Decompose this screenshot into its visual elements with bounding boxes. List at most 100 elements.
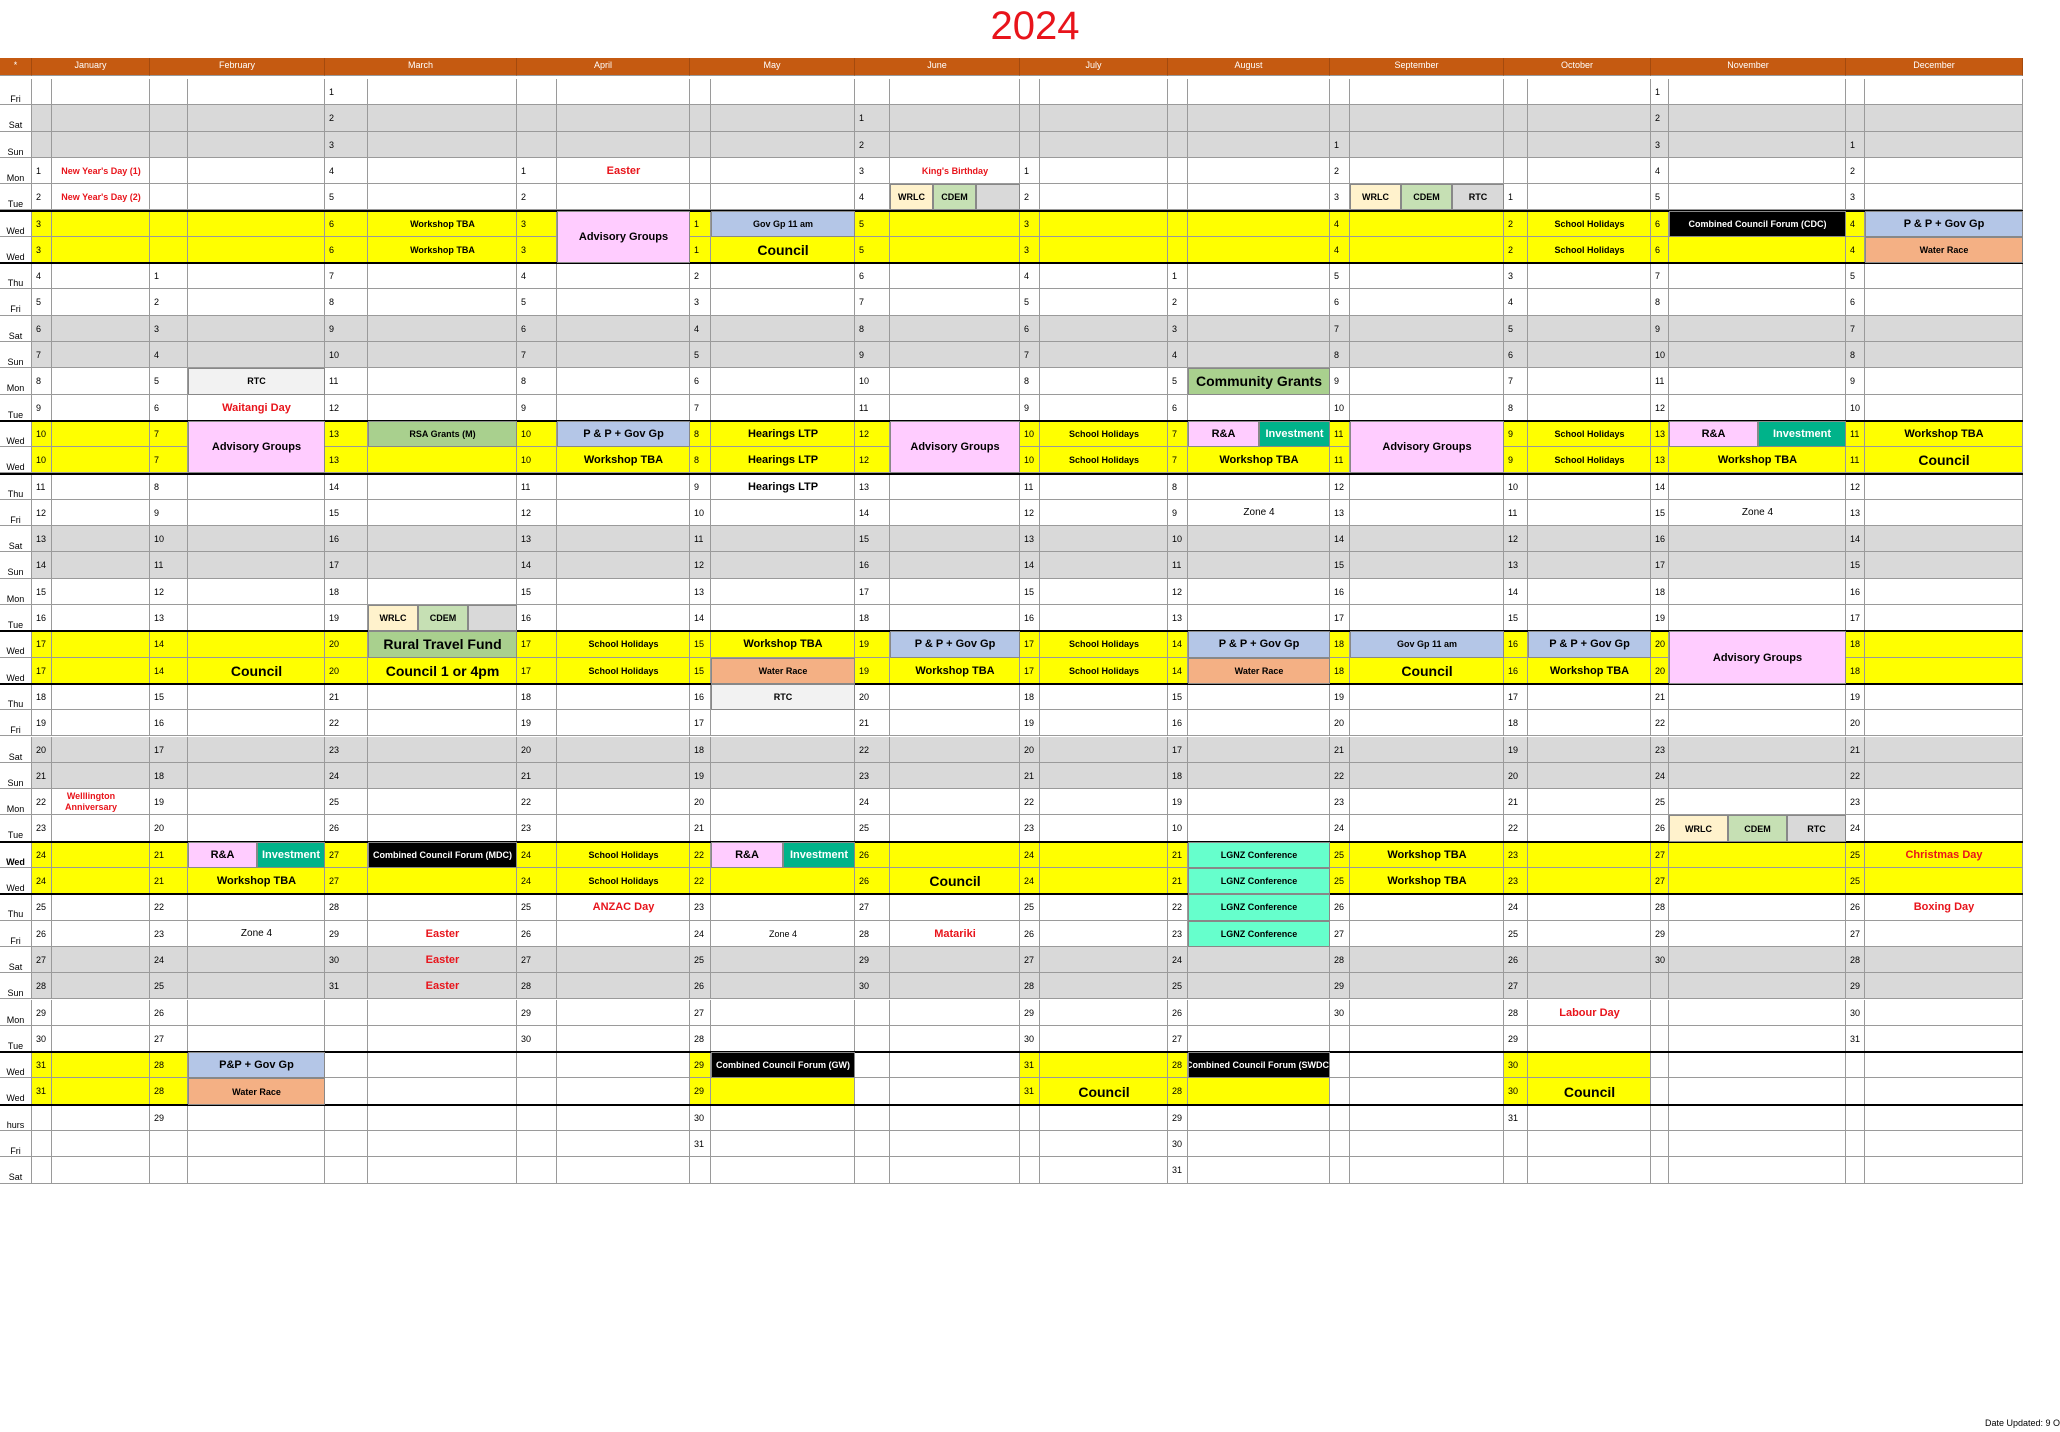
event-cell[interactable] xyxy=(1040,420,1168,448)
event-cell[interactable] xyxy=(52,605,150,632)
event-cell[interactable] xyxy=(1350,526,1504,553)
event-cell[interactable] xyxy=(52,552,150,579)
event-cell[interactable] xyxy=(188,342,325,369)
event-cell[interactable] xyxy=(1669,184,1846,211)
event-cell[interactable] xyxy=(890,815,1020,842)
event-cell[interactable] xyxy=(368,263,517,290)
event-cell[interactable] xyxy=(1040,315,1168,342)
event-cell[interactable] xyxy=(1528,815,1651,842)
event-cell[interactable] xyxy=(1040,1025,1168,1053)
calendar-event[interactable]: School Holidays xyxy=(1554,244,1625,255)
event-cell[interactable] xyxy=(1188,1104,1330,1131)
event-cell[interactable] xyxy=(557,315,690,342)
event-cell[interactable] xyxy=(1865,394,2023,421)
event-cell[interactable] xyxy=(557,394,690,421)
event-cell[interactable] xyxy=(1865,841,2023,868)
event-cell[interactable] xyxy=(368,1052,517,1079)
calendar-event[interactable]: School Holidays xyxy=(588,665,659,676)
event-cell[interactable] xyxy=(1528,762,1651,790)
event-cell[interactable] xyxy=(1865,368,2023,395)
event-cell[interactable] xyxy=(557,1025,690,1053)
calendar-event[interactable]: Workshop TBA xyxy=(583,454,664,467)
event-cell[interactable] xyxy=(1865,920,2023,947)
event-cell[interactable] xyxy=(52,263,150,290)
calendar-event[interactable]: Advisory Groups xyxy=(557,210,690,264)
event-cell[interactable] xyxy=(368,894,517,921)
event-cell[interactable] xyxy=(1350,1157,1504,1184)
event-cell[interactable] xyxy=(1350,1104,1504,1131)
event-cell[interactable] xyxy=(557,131,690,158)
calendar-event[interactable]: Zone 4 xyxy=(1741,507,1774,519)
event-cell[interactable] xyxy=(1350,894,1504,921)
calendar-event[interactable]: Combined Council Forum (MDC) xyxy=(368,841,517,868)
event-cell[interactable] xyxy=(188,1104,325,1131)
event-cell[interactable] xyxy=(1669,1157,1846,1184)
event-cell[interactable] xyxy=(711,79,855,106)
event-cell[interactable] xyxy=(1669,368,1846,395)
event-cell[interactable] xyxy=(1350,973,1504,1000)
calendar-event[interactable]: CDEM xyxy=(933,184,976,211)
calendar-event[interactable]: Zone 4 xyxy=(768,928,798,939)
event-cell[interactable] xyxy=(188,552,325,579)
event-cell[interactable] xyxy=(711,552,855,579)
event-cell[interactable] xyxy=(557,1104,690,1131)
calendar-event[interactable]: Council xyxy=(230,662,283,679)
calendar-event[interactable] xyxy=(976,184,1020,211)
calendar-event[interactable]: Christmas Day xyxy=(1905,848,1983,861)
event-cell[interactable] xyxy=(711,289,855,316)
calendar-event[interactable]: Council 1 or 4pm xyxy=(385,662,500,679)
event-cell[interactable] xyxy=(1188,1025,1330,1053)
event-cell[interactable] xyxy=(188,315,325,342)
event-cell[interactable] xyxy=(711,1104,855,1131)
calendar-event[interactable]: Workshop TBA xyxy=(743,638,823,651)
event-cell[interactable] xyxy=(188,631,325,658)
calendar-event[interactable]: CDEM xyxy=(418,605,468,632)
calendar-event[interactable]: Water Race xyxy=(188,1078,325,1105)
event-cell[interactable] xyxy=(890,131,1020,158)
event-cell[interactable] xyxy=(1865,683,2023,711)
event-cell[interactable] xyxy=(1188,105,1330,132)
event-cell[interactable] xyxy=(557,499,690,527)
calendar-event[interactable]: P & P + Gov Gp xyxy=(557,420,690,448)
event-cell[interactable] xyxy=(1528,420,1651,448)
event-cell[interactable] xyxy=(1040,105,1168,132)
calendar-event[interactable]: RTC xyxy=(1452,184,1504,211)
event-cell[interactable] xyxy=(1188,815,1330,842)
calendar-event[interactable]: Council xyxy=(929,873,981,890)
event-cell[interactable] xyxy=(1669,342,1846,369)
event-cell[interactable] xyxy=(368,526,517,553)
calendar-event[interactable]: CDEM xyxy=(1401,184,1452,211)
calendar-event[interactable]: Investment xyxy=(257,841,325,868)
event-cell[interactable] xyxy=(188,289,325,316)
event-cell[interactable] xyxy=(711,526,855,553)
event-cell[interactable] xyxy=(1865,605,2023,632)
event-cell[interactable] xyxy=(1040,473,1168,500)
event-cell[interactable] xyxy=(1188,578,1330,605)
event-cell[interactable] xyxy=(52,1131,150,1158)
calendar-event[interactable]: Advisory Groups xyxy=(890,420,1020,474)
event-cell[interactable] xyxy=(890,841,1020,868)
event-cell[interactable] xyxy=(1865,999,2023,1026)
event-cell[interactable] xyxy=(557,1078,690,1105)
event-cell[interactable] xyxy=(890,263,1020,290)
calendar-event[interactable]: WRLC xyxy=(1350,184,1401,211)
event-cell[interactable] xyxy=(368,552,517,579)
event-cell[interactable] xyxy=(1350,1025,1504,1053)
calendar-event[interactable]: P&P + Gov Gp xyxy=(188,1052,325,1079)
event-cell[interactable] xyxy=(1188,552,1330,579)
event-cell[interactable] xyxy=(1865,552,2023,579)
event-cell[interactable] xyxy=(188,736,325,763)
event-cell[interactable] xyxy=(557,815,690,842)
event-cell[interactable] xyxy=(368,473,517,500)
event-cell[interactable] xyxy=(1669,157,1846,185)
event-cell[interactable] xyxy=(1188,762,1330,790)
event-cell[interactable] xyxy=(1350,999,1504,1026)
calendar-event[interactable]: Easter xyxy=(425,927,460,940)
event-cell[interactable] xyxy=(188,683,325,711)
event-cell[interactable] xyxy=(890,1052,1020,1079)
event-cell[interactable] xyxy=(1528,289,1651,316)
event-cell[interactable] xyxy=(1350,946,1504,974)
event-cell[interactable] xyxy=(1528,184,1651,211)
event-cell[interactable] xyxy=(1528,946,1651,974)
calendar-event[interactable]: School Holidays xyxy=(1554,455,1625,466)
